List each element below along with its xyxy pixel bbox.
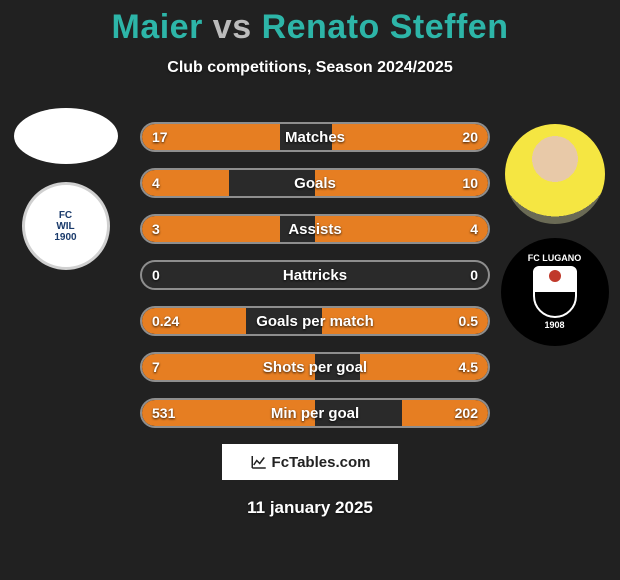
stat-row: 410Goals [140,168,490,198]
comparison-title: Maier vs Renato Steffen [0,0,620,47]
lugano-shield-icon [533,266,577,318]
footer-brand-box: FcTables.com [222,444,398,480]
stat-label: Min per goal [142,400,488,426]
player1-club-label: FC WIL 1900 [54,210,76,243]
player1-avatar-placeholder [14,108,118,164]
player2-avatar [505,124,605,224]
player2-club-badge: FC LUGANO 1908 [501,238,609,346]
stat-label: Shots per goal [142,354,488,380]
chart-icon [250,453,268,471]
left-column: FC WIL 1900 [8,108,123,270]
footer-brand-text: FcTables.com [272,454,371,471]
player2-club-year: 1908 [528,320,582,331]
stat-label: Goals [142,170,488,196]
stat-row: 1720Matches [140,122,490,152]
player1-club-badge: FC WIL 1900 [22,182,110,270]
stat-label: Assists [142,216,488,242]
stat-label: Goals per match [142,308,488,334]
subtitle: Club competitions, Season 2024/2025 [0,59,620,77]
stat-label: Matches [142,124,488,150]
stat-row: 74.5Shots per goal [140,352,490,382]
player2-club-top: FC LUGANO [528,253,582,264]
stat-label: Hattricks [142,262,488,288]
stat-row: 34Assists [140,214,490,244]
player2-club-inner: FC LUGANO 1908 [528,253,582,331]
right-column: FC LUGANO 1908 [497,124,612,346]
stat-row: 0.240.5Goals per match [140,306,490,336]
vs-text: vs [213,8,252,46]
player2-name: Renato Steffen [262,8,509,46]
player1-name: Maier [112,8,203,46]
date-text: 11 january 2025 [0,498,620,518]
stat-bars: 1720Matches 410Goals 34Assists 00Hattricks 0… [140,122,490,444]
stat-row: 00Hattricks [140,260,490,290]
stat-row: 531202Min per goal [140,398,490,428]
